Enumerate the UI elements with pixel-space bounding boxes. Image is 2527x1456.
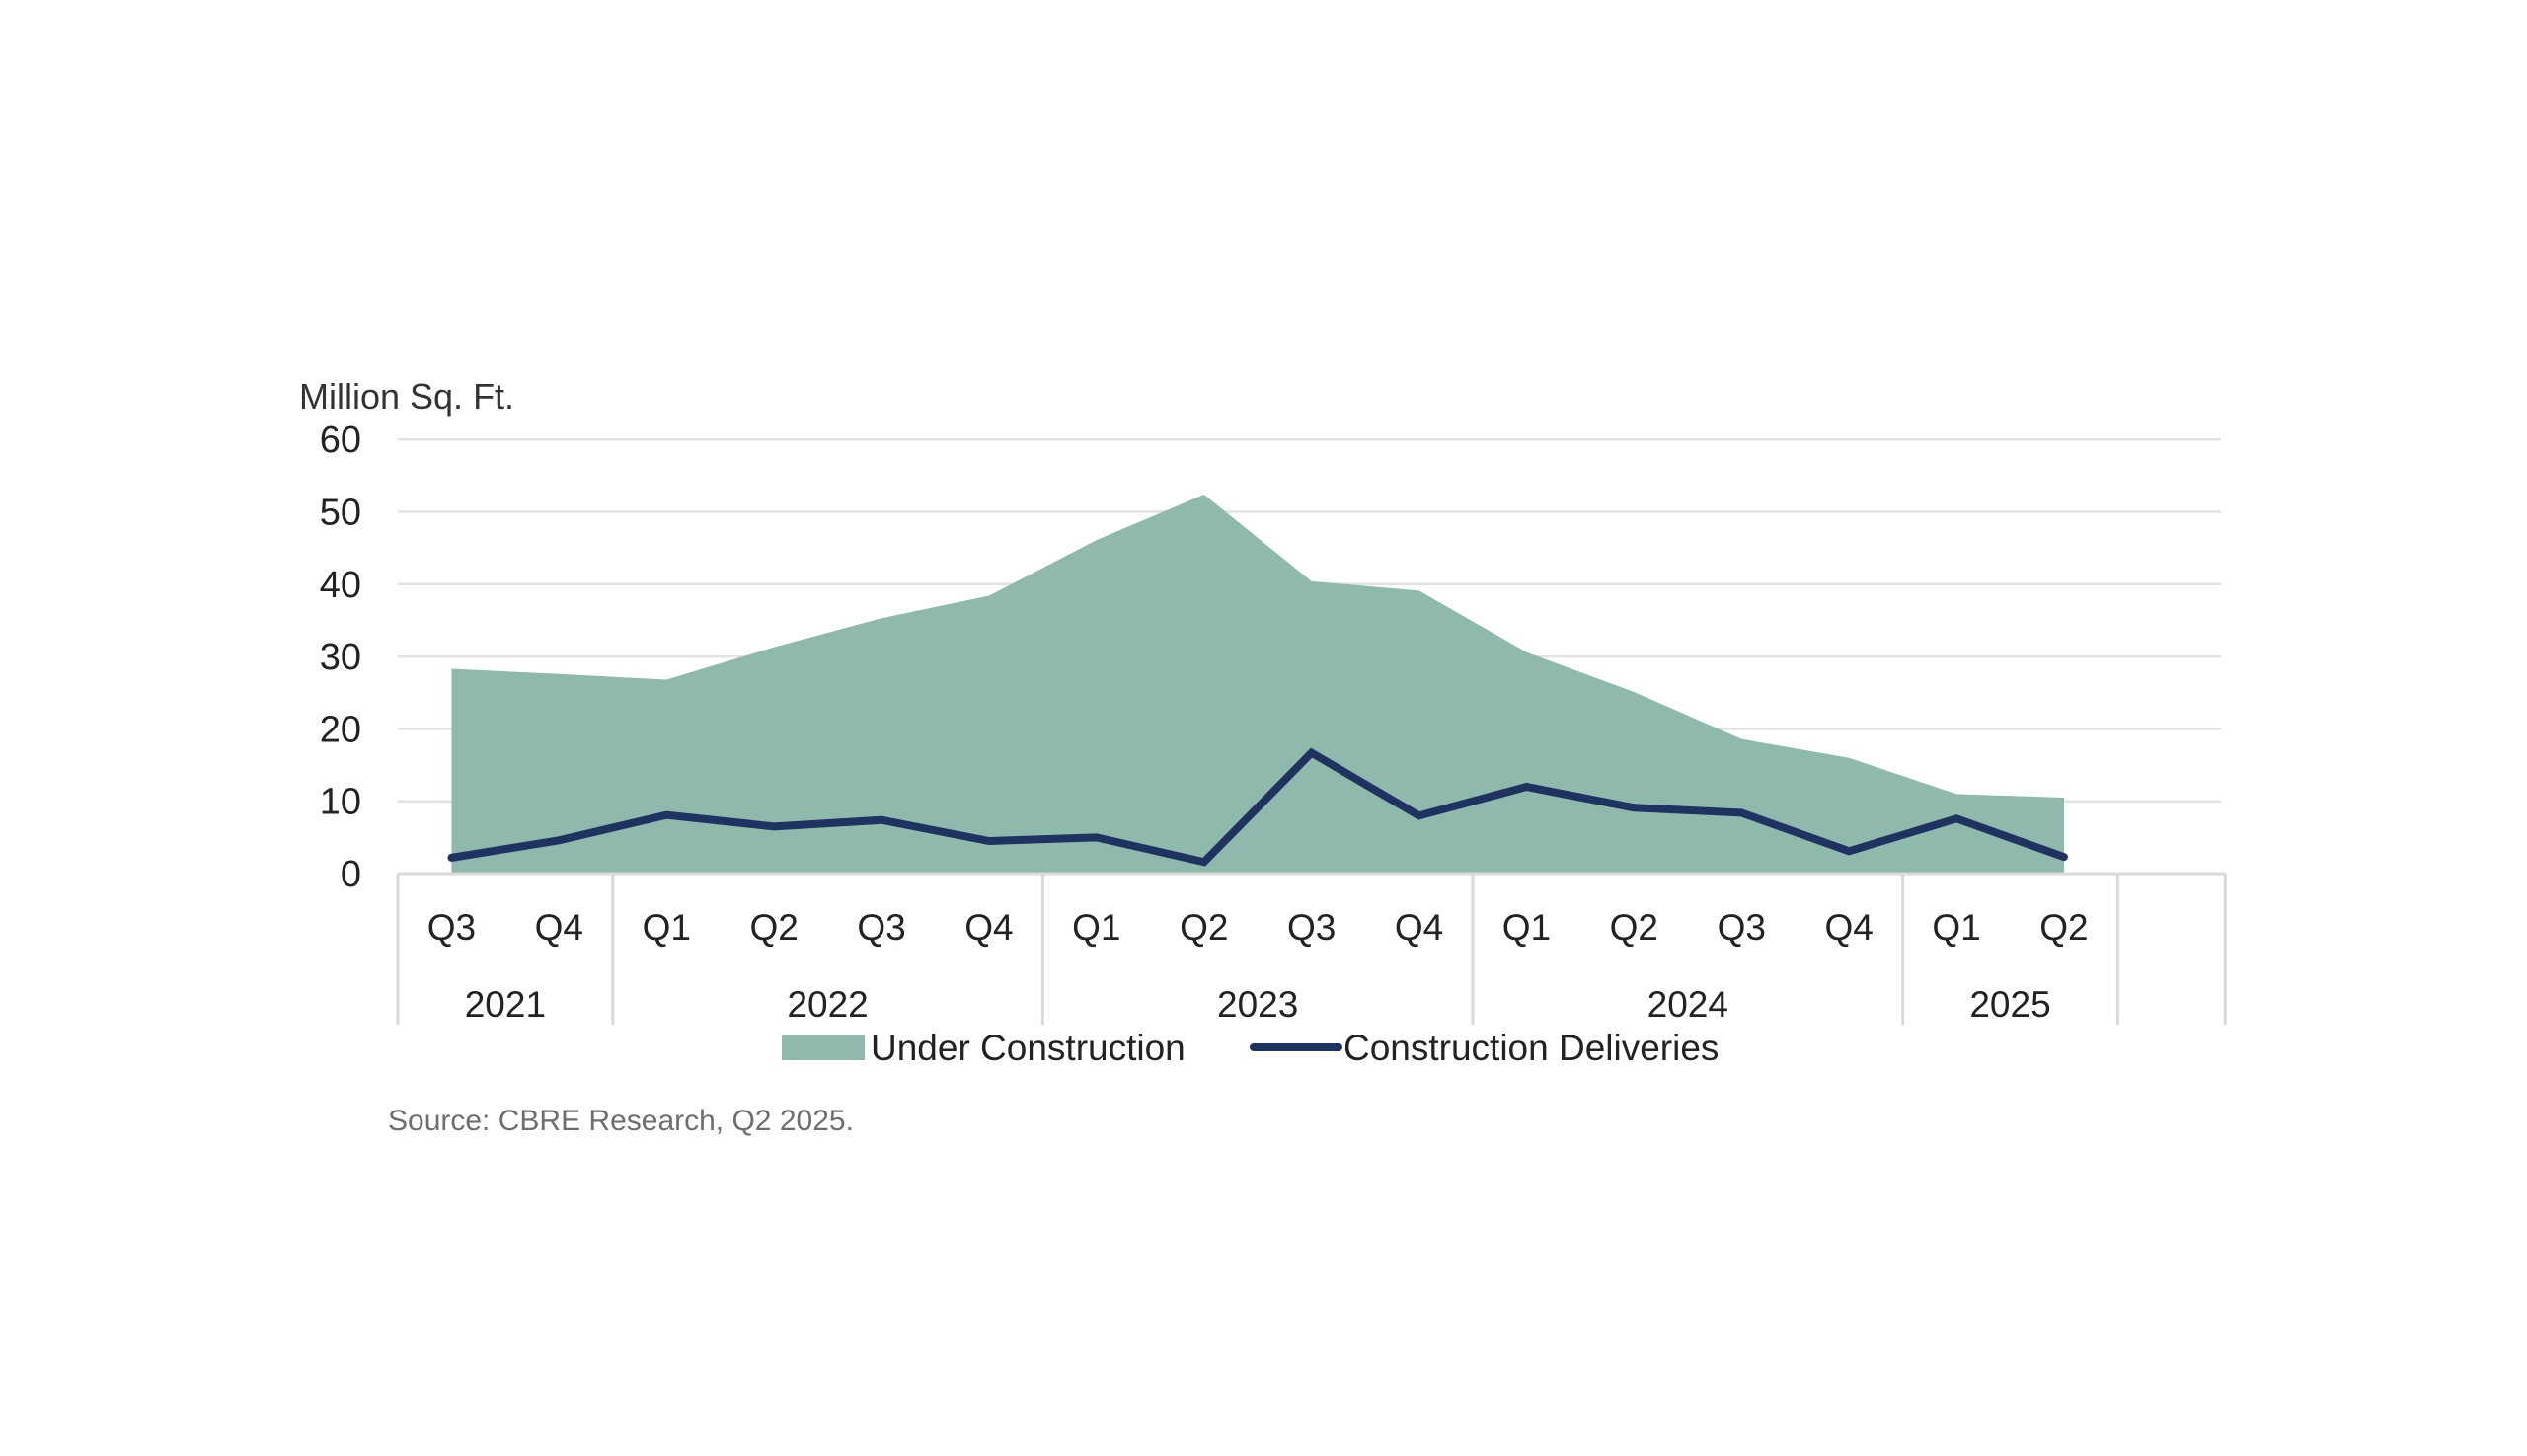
legend-label-under-construction: Under Construction [871, 1028, 1186, 1068]
y-tick-label: 0 [341, 854, 361, 895]
legend: Under Construction Construction Deliverie… [782, 1028, 1719, 1068]
x-tick-label: Q3 [427, 907, 476, 948]
y-tick-label: 30 [320, 637, 361, 678]
x-tick-label: Q1 [1072, 907, 1120, 948]
x-tick-label: Q3 [1718, 907, 1766, 948]
y-tick-label: 50 [320, 493, 361, 534]
y-tick-label: 60 [320, 420, 361, 461]
area-series-layer [451, 494, 2064, 874]
x-tick-label: Q4 [535, 907, 583, 948]
y-tick-label: 20 [320, 709, 361, 750]
year-label: 2024 [1647, 984, 1728, 1025]
year-label: 2022 [787, 984, 868, 1025]
year-label: 2021 [465, 984, 546, 1025]
x-tick-label: Q4 [1395, 907, 1443, 948]
construction-deliveries-line [447, 747, 2068, 867]
x-tick-label: Q4 [964, 907, 1013, 948]
x-tick-label: Q3 [857, 907, 905, 948]
x-tick-label: Q2 [1180, 907, 1228, 948]
x-tick-label: Q2 [749, 907, 798, 948]
x-tick-label: Q4 [1824, 907, 1873, 948]
x-tick-label: Q1 [1932, 907, 1980, 948]
under-construction-area [451, 494, 2064, 874]
line-series-layer [447, 747, 2068, 867]
x-tick-label: Q1 [1502, 907, 1551, 948]
source-note: Source: CBRE Research, Q2 2025. [388, 1105, 854, 1137]
year-label: 2023 [1217, 984, 1298, 1025]
y-tick-label: 10 [320, 782, 361, 823]
legend-label-construction-deliveries: Construction Deliveries [1343, 1028, 1719, 1068]
x-tick-label: Q1 [643, 907, 691, 948]
x-tick-label: Q2 [2039, 907, 2088, 948]
x-tick-label: Q3 [1287, 907, 1336, 948]
axes: Q3 Q4 Q1 Q2 Q3 Q4 Q1 Q2 Q3 Q4 Q1 Q2 Q3 Q4 Q1 Q2 2021 2022… [396, 872, 2227, 1025]
x-tick-label: Q2 [1610, 907, 1658, 948]
y-tick-label: 40 [320, 565, 361, 606]
legend-swatch-under-construction [782, 1035, 865, 1060]
year-label: 2025 [1969, 984, 2050, 1025]
y-axis-unit-label: Million Sq. Ft. [299, 376, 514, 417]
